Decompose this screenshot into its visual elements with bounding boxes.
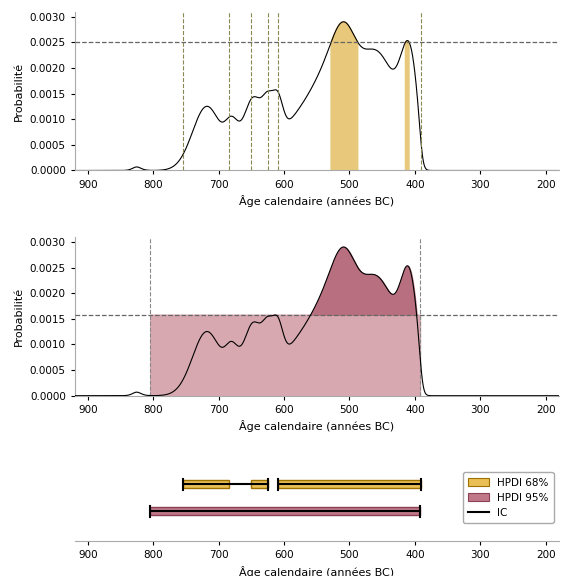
X-axis label: Âge calendaire (années BC): Âge calendaire (années BC) <box>239 195 395 207</box>
Bar <box>183 480 229 488</box>
Bar <box>251 480 268 488</box>
Bar <box>150 507 420 515</box>
X-axis label: Âge calendaire (années BC): Âge calendaire (années BC) <box>239 420 395 433</box>
X-axis label: Âge calendaire (années BC): Âge calendaire (années BC) <box>239 566 395 576</box>
Legend: HPDI 68%, HPDI 95%, IC: HPDI 68%, HPDI 95%, IC <box>463 472 554 523</box>
Y-axis label: Probabilité: Probabilité <box>14 287 24 346</box>
Bar <box>278 480 422 488</box>
Y-axis label: Probabilité: Probabilité <box>14 62 24 120</box>
